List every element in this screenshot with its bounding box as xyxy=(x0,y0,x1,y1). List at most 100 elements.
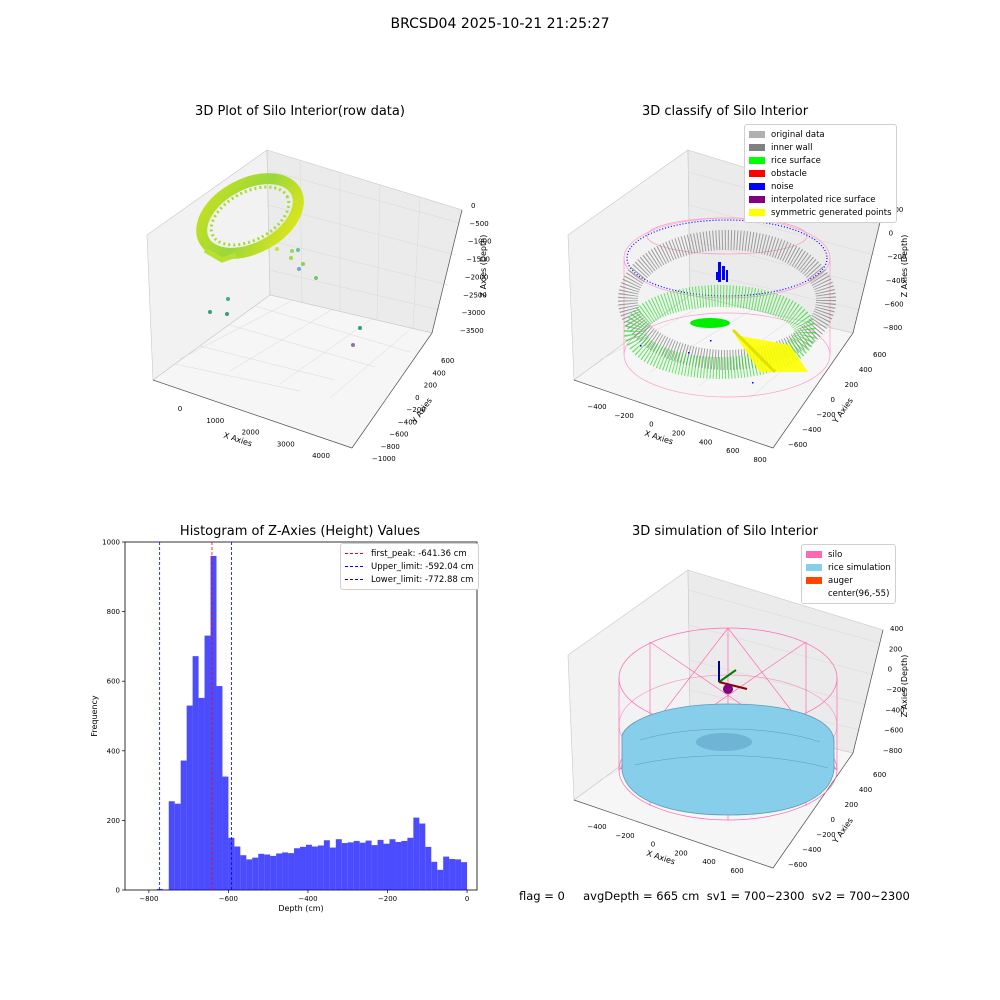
raw-z-tick: −1500 xyxy=(466,256,490,264)
simulation-z-tick-labels: 400 200 0 −200 −400 −600 −800 xyxy=(883,625,906,755)
histogram-bar xyxy=(222,776,229,890)
histogram-bar xyxy=(282,852,289,890)
raw-outlier-points xyxy=(208,247,362,347)
histogram-legend-entry: Upper_limit: -592.04 cm xyxy=(345,560,474,573)
raw-y-tick: −400 xyxy=(398,418,417,426)
simulation-legend-entry: silo xyxy=(806,548,891,561)
raw-y-tick: 0 xyxy=(415,394,419,402)
classify-x-axis-label: X Axies xyxy=(643,429,674,447)
histogram-bar xyxy=(174,803,181,890)
histogram-legend-line xyxy=(345,566,363,567)
simulation-y-tick: 600 xyxy=(873,771,886,779)
histogram-bar xyxy=(341,843,348,890)
histogram-x-tick-label: −800 xyxy=(139,895,158,903)
classify-legend-swatch xyxy=(749,196,765,203)
histogram-bar xyxy=(419,823,426,890)
classify-z-tick-labels: 200 0 −200 −400 −600 −800 xyxy=(883,206,906,332)
raw-y-tick: 600 xyxy=(441,357,454,365)
histogram-bar xyxy=(252,857,259,890)
raw-x-tick: 2000 xyxy=(242,429,260,437)
classify-z-tick: −400 xyxy=(886,277,905,285)
histogram-x-axis-label: Depth (cm) xyxy=(278,904,323,913)
raw-3d-axes xyxy=(146,149,463,449)
raw-y-tick: −600 xyxy=(389,431,408,439)
simulation-legend-entry: center(96,-55) xyxy=(806,587,891,600)
classify-legend-swatch xyxy=(749,157,765,164)
classify-y-tick: −400 xyxy=(802,426,821,434)
histogram-bar xyxy=(407,837,414,890)
classify-x-tick: −200 xyxy=(615,412,634,420)
simulation-x-axis-label: X Axies xyxy=(645,849,676,867)
histogram-y-tick-label: 200 xyxy=(107,817,120,825)
histogram-bar xyxy=(335,839,342,890)
classify-legend-label: inner wall xyxy=(771,142,813,153)
classify-z-tick: −800 xyxy=(883,324,902,332)
histogram-legend-entry: first_peak: -641.36 cm xyxy=(345,547,474,560)
classify-legend-label: noise xyxy=(771,181,794,192)
classify-legend-label: original data xyxy=(771,129,825,140)
simulation-z-axis-label: Z Axies (Depth) xyxy=(900,655,909,718)
simulation-x-tick-labels: −400 −200 0 200 400 600 xyxy=(587,823,743,875)
simulation-legend-swatch xyxy=(806,564,822,571)
raw-z-tick-labels: 0 −500 −1000 −1500 −2000 −2500 −3000 −3500 xyxy=(460,202,492,335)
classify-legend-swatch xyxy=(749,209,765,216)
simulation-x-tick: −200 xyxy=(615,832,634,840)
simulation-y-tick: −200 xyxy=(816,831,835,839)
histogram-bar xyxy=(449,859,456,890)
classify-x-tick: 0 xyxy=(649,421,653,429)
raw-x-tick-labels: 0 1000 2000 3000 4000 xyxy=(178,405,330,460)
histogram-bar xyxy=(443,856,450,890)
histogram-bar xyxy=(270,855,277,890)
classify-legend-label: interpolated rice surface xyxy=(771,194,876,205)
simulation-y-tick: −400 xyxy=(802,846,821,854)
simulation-z-tick: −800 xyxy=(883,747,902,755)
histogram-bar xyxy=(395,841,402,890)
histogram-bar xyxy=(353,840,360,890)
histogram-bar xyxy=(317,845,324,890)
simulation-legend-entry: rice simulation xyxy=(806,561,891,574)
classify-inner-wall xyxy=(618,219,836,370)
histogram-bar xyxy=(204,635,211,890)
histogram-bar xyxy=(323,840,330,890)
histogram-bar xyxy=(383,843,390,890)
simulation-z-tick: 400 xyxy=(890,625,903,633)
histogram-bar xyxy=(240,855,247,890)
classify-z-tick: 200 xyxy=(890,206,903,214)
histogram-bar xyxy=(210,555,217,890)
histogram-bar xyxy=(377,839,384,890)
histogram-bar xyxy=(329,847,336,890)
simulation-y-tick: 200 xyxy=(845,801,858,809)
histogram-bar xyxy=(371,845,378,890)
classify-z-tick: −600 xyxy=(884,300,903,308)
histogram-x-tick-label: 0 xyxy=(465,895,469,903)
histogram-bar xyxy=(437,869,444,890)
simulation-x-tick: −400 xyxy=(587,823,606,831)
histogram-legend-line xyxy=(345,553,363,554)
histogram-bar xyxy=(389,839,396,890)
histogram-reference-lines xyxy=(159,542,232,890)
simulation-legend-entry: auger xyxy=(806,574,891,587)
histogram-bar xyxy=(461,862,468,890)
classify-noise-points xyxy=(640,262,754,384)
histogram-bar xyxy=(258,853,265,890)
raw-z-tick: −2500 xyxy=(463,291,487,299)
classify-x-tick: 400 xyxy=(699,438,712,446)
classify-legend-swatch xyxy=(749,170,765,177)
histogram-bar xyxy=(264,854,271,890)
histogram-title: Histogram of Z-Axies (Height) Values xyxy=(179,524,421,539)
raw-z-tick: −500 xyxy=(469,220,488,228)
histogram-bar xyxy=(288,853,295,890)
simulation-y-tick: −600 xyxy=(788,861,807,869)
histogram-bar xyxy=(425,846,432,890)
classify-x-tick: −400 xyxy=(587,403,606,411)
histogram-y-tick-label: 400 xyxy=(107,747,120,755)
classify-plot-title: 3D classify of Silo Interior xyxy=(641,104,809,119)
classify-legend-entry: obstacle xyxy=(749,167,892,180)
raw-y-tick: −1000 xyxy=(372,455,396,463)
histogram-bar xyxy=(431,861,438,890)
simulation-rice-surface xyxy=(621,703,835,816)
classify-legend-swatch xyxy=(749,144,765,151)
simulation-y-tick: 0 xyxy=(831,816,835,824)
